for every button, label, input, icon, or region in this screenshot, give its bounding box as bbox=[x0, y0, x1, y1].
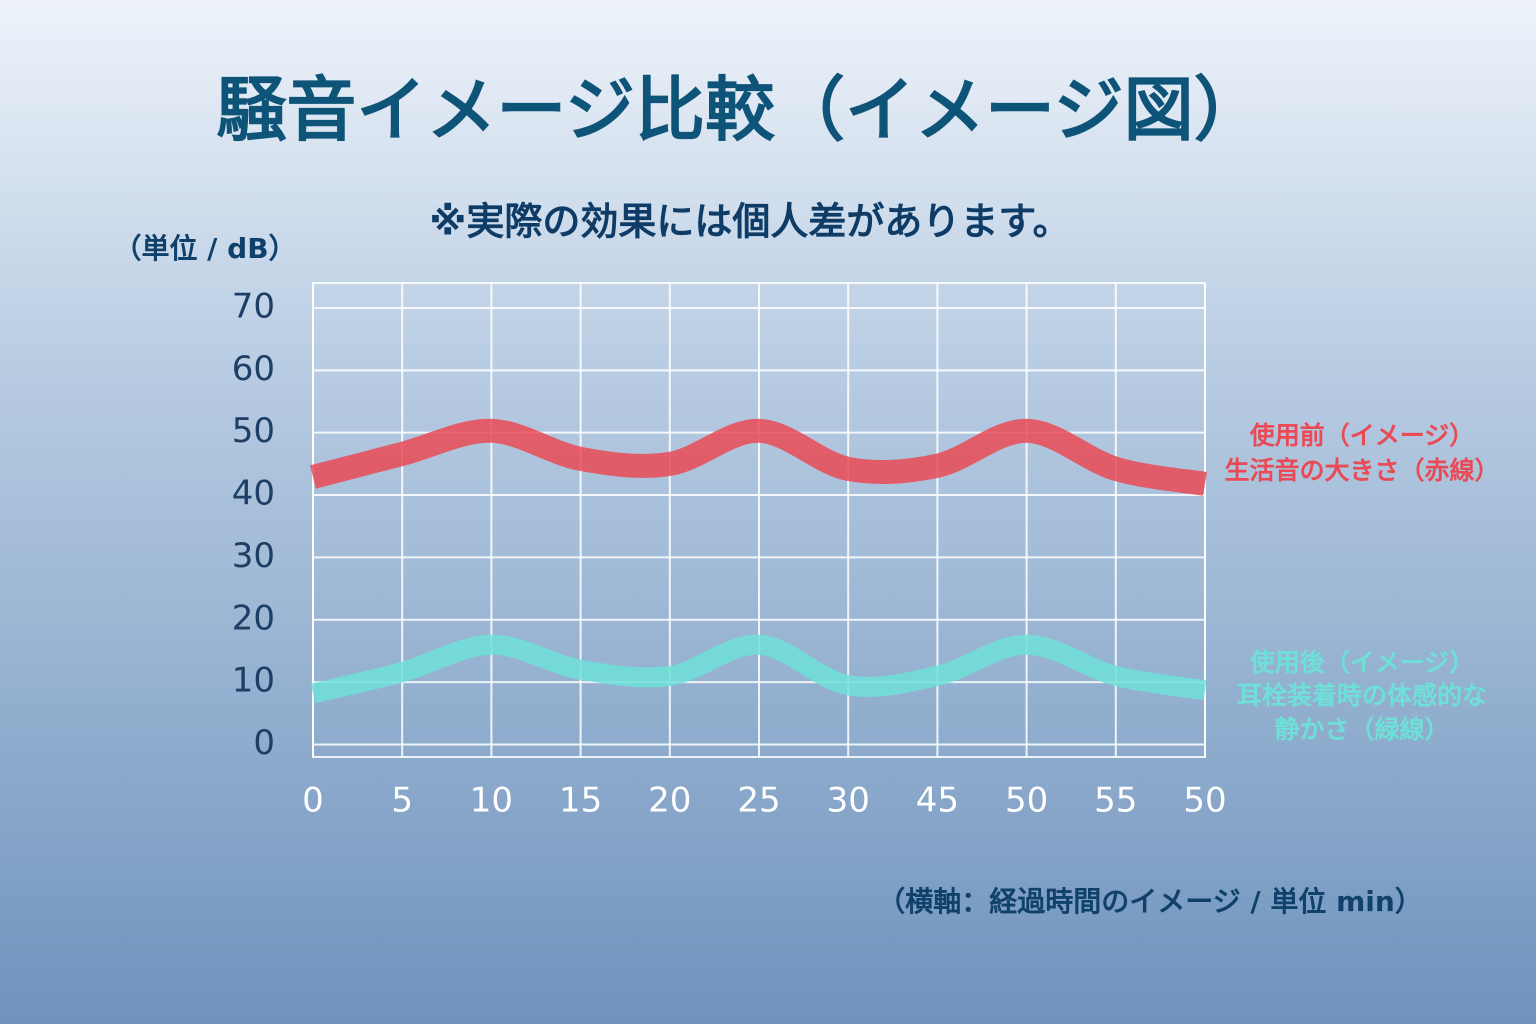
x-tick-label: 55 bbox=[1094, 781, 1137, 821]
x-tick-label: 15 bbox=[559, 781, 602, 821]
x-tick-label: 25 bbox=[737, 781, 780, 821]
chart-subtitle: ※実際の効果には個人差があります。 bbox=[429, 200, 1070, 244]
y-tick-label: 70 bbox=[232, 286, 275, 326]
y-tick-label: 20 bbox=[232, 598, 275, 638]
y-tick-label: 50 bbox=[232, 411, 275, 451]
x-tick-label: 30 bbox=[827, 781, 870, 821]
x-tick-label: 0 bbox=[302, 781, 324, 821]
x-tick-label: 50 bbox=[1183, 781, 1226, 821]
x-axis-label: （横軸：経過時間のイメージ / 単位 min） bbox=[877, 885, 1423, 918]
y-tick-label: 40 bbox=[232, 474, 275, 514]
legend-label: 使用後（イメージ） bbox=[1249, 648, 1475, 677]
y-tick-label: 0 bbox=[253, 723, 275, 763]
series-line bbox=[309, 418, 1207, 496]
x-tick-label: 50 bbox=[1005, 781, 1048, 821]
x-tick-label: 20 bbox=[648, 781, 691, 821]
y-axis-label: （単位 / dB） bbox=[113, 232, 296, 265]
legend-label: 静かさ（緑線） bbox=[1274, 715, 1449, 744]
x-tick-label: 45 bbox=[916, 781, 959, 821]
legend-label: 使用前（イメージ） bbox=[1249, 421, 1475, 450]
x-tick-label: 10 bbox=[470, 781, 513, 821]
y-tick-label: 60 bbox=[232, 349, 275, 389]
y-tick-label: 10 bbox=[232, 661, 275, 701]
legend-label: 耳栓装着時の体感的な bbox=[1237, 681, 1487, 710]
x-tick-label: 5 bbox=[391, 781, 413, 821]
series-line bbox=[310, 634, 1207, 704]
legend-label: 生活音の大きさ（赤線） bbox=[1224, 456, 1499, 485]
y-tick-label: 30 bbox=[232, 536, 275, 576]
chart-title: 騒音イメージ比較（イメージ図） bbox=[216, 69, 1263, 151]
